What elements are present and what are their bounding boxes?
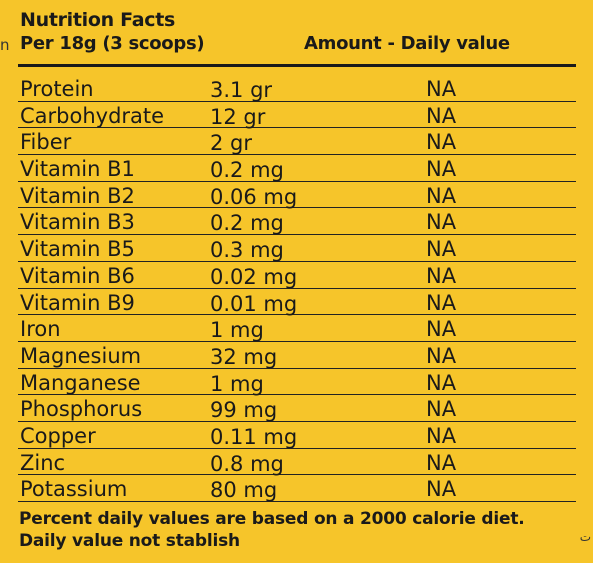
nutrient-row: Vitamin B1 0.2 mg NA: [18, 155, 576, 182]
nutrient-daily-value: NA: [426, 237, 457, 262]
nutrient-daily-value: NA: [426, 450, 457, 475]
nutrient-name: Zinc: [20, 450, 66, 475]
nutrient-amount: 0.2 mg: [210, 211, 284, 236]
nutrient-row: Fiber 2 gr NA: [18, 128, 576, 155]
nutrient-row: Phosphorus 99 mg NA: [18, 395, 576, 422]
nutrient-name: Vitamin B5: [20, 237, 135, 262]
cropped-edge-text-right: ت: [579, 530, 591, 544]
header-divider: [18, 64, 576, 67]
nutrient-name: Phosphorus: [20, 397, 143, 422]
nutrient-name: Iron: [20, 317, 61, 342]
nutrient-name: Fiber: [20, 130, 72, 155]
nutrient-row: Copper 0.11 mg NA: [18, 422, 576, 449]
nutrient-name: Magnesium: [20, 343, 142, 368]
nutrient-amount: 12 gr: [210, 104, 266, 129]
nutrient-row: Vitamin B9 0.01 mg NA: [18, 289, 576, 316]
nutrient-name: Vitamin B9: [20, 290, 135, 315]
nutrition-facts-title: Nutrition Facts: [20, 9, 176, 31]
nutrient-name: Carbohydrate: [20, 103, 165, 128]
nutrient-daily-value: NA: [426, 263, 457, 288]
nutrient-row: Vitamin B5 0.3 mg NA: [18, 235, 576, 262]
nutrient-row: Potassium 80 mg NA: [18, 475, 576, 502]
nutrient-table: Protein 3.1 gr NA Carbohydrate 12 gr NA Fiber 2…: [18, 75, 576, 502]
nutrient-amount: 99 mg: [210, 398, 278, 423]
nutrient-name: Copper: [20, 423, 96, 448]
nutrient-daily-value: NA: [426, 130, 457, 155]
nutrient-amount: 0.3 mg: [210, 238, 284, 263]
cropped-edge-text: n: [0, 36, 10, 54]
nutrient-amount: 80 mg: [210, 478, 278, 503]
serving-size-label: Per 18g (3 scoops): [20, 33, 205, 54]
nutrient-daily-value: NA: [426, 290, 457, 315]
nutrient-daily-value: NA: [426, 397, 457, 422]
nutrient-name: Vitamin B1: [20, 157, 135, 182]
nutrient-name: Manganese: [20, 370, 141, 395]
nutrient-daily-value: NA: [426, 103, 457, 128]
nutrient-daily-value: NA: [426, 317, 457, 342]
nutrient-amount: 0.2 mg: [210, 158, 284, 183]
nutrient-amount: 0.01 mg: [210, 291, 298, 316]
nutrient-row: Carbohydrate 12 gr NA: [18, 102, 576, 129]
amount-daily-value-header: Amount - Daily value: [304, 33, 510, 54]
nutrient-amount: 2 gr: [210, 131, 252, 156]
nutrient-daily-value: NA: [426, 370, 457, 395]
nutrient-daily-value: NA: [426, 423, 457, 448]
nutrient-daily-value: NA: [426, 183, 457, 208]
nutrient-amount: 0.02 mg: [210, 264, 298, 289]
nutrient-amount: 1 mg: [210, 318, 264, 343]
nutrient-row: Manganese 1 mg NA: [18, 369, 576, 396]
nutrient-row: Iron 1 mg NA: [18, 315, 576, 342]
footnote-line-2: Daily value not stablish: [19, 531, 240, 551]
nutrient-row: Vitamin B3 0.2 mg NA: [18, 208, 576, 235]
nutrient-name: Vitamin B2: [20, 183, 135, 208]
nutrient-row: Magnesium 32 mg NA: [18, 342, 576, 369]
footnote-line-1: Percent daily values are based on a 2000…: [19, 509, 525, 529]
nutrient-name: Protein: [20, 77, 94, 101]
nutrient-daily-value: NA: [426, 343, 457, 368]
nutrient-row: Vitamin B6 0.02 mg NA: [18, 262, 576, 289]
nutrient-name: Vitamin B6: [20, 263, 135, 288]
nutrient-name: Vitamin B3: [20, 210, 135, 235]
nutrient-amount: 32 mg: [210, 344, 278, 369]
nutrient-amount: 0.11 mg: [210, 424, 298, 449]
nutrient-daily-value: NA: [426, 77, 457, 101]
nutrient-row: Protein 3.1 gr NA: [18, 75, 576, 102]
nutrient-daily-value: NA: [426, 210, 457, 235]
nutrient-row: Vitamin B2 0.06 mg NA: [18, 182, 576, 209]
nutrient-amount: 1 mg: [210, 371, 264, 396]
nutrient-amount: 3.1 gr: [210, 78, 273, 102]
nutrient-row: Zinc 0.8 mg NA: [18, 449, 576, 476]
nutrient-daily-value: NA: [426, 157, 457, 182]
footnote: Percent daily values are based on a 2000…: [19, 508, 525, 552]
nutrient-amount: 0.8 mg: [210, 451, 284, 476]
nutrient-daily-value: NA: [426, 477, 457, 502]
nutrient-amount: 0.06 mg: [210, 184, 298, 209]
nutrient-name: Potassium: [20, 477, 128, 502]
